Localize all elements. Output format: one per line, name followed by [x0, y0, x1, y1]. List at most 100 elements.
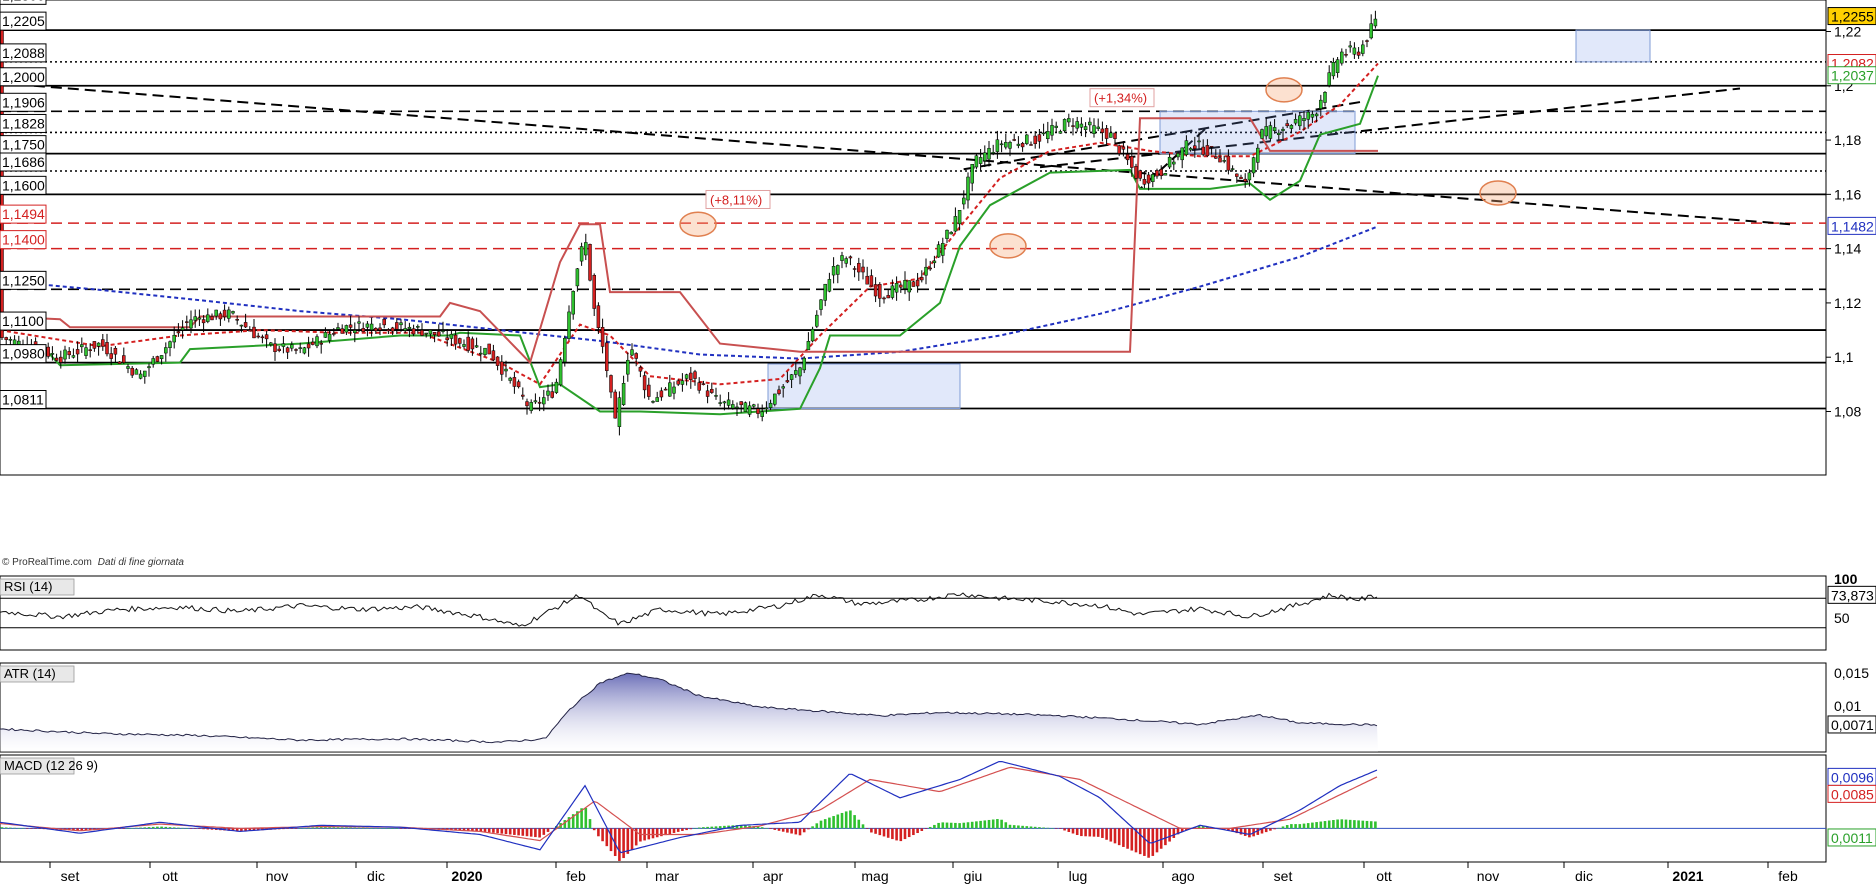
- annotation-box: [1089, 88, 1155, 108]
- candle-body: [138, 373, 143, 379]
- atr-line: [0, 672, 1378, 744]
- macd-histogram-bar: [937, 822, 940, 829]
- macd-title: MACD (12 26 9): [4, 758, 98, 773]
- candle-body: [1239, 176, 1243, 180]
- level-label: 1,2205: [0, 11, 47, 31]
- x-month-label: set: [1274, 868, 1293, 884]
- macd-histogram-bar: [891, 828, 894, 840]
- highlight-ellipse: [1479, 180, 1517, 206]
- macd-histogram-bar: [298, 828, 302, 829]
- macd-histogram-bar: [345, 827, 348, 829]
- macd-histogram-bar: [626, 828, 630, 854]
- last-value-badge: [1827, 66, 1876, 85]
- candle-body: [957, 209, 962, 225]
- macd-histogram-bar: [4, 827, 8, 829]
- candle-body: [882, 297, 886, 300]
- macd-histogram-bar: [949, 822, 953, 829]
- macd-histogram-bar: [945, 822, 949, 829]
- macd-histogram-bar: [1155, 828, 1159, 853]
- macd-histogram-bar: [601, 828, 604, 842]
- candle-body: [382, 318, 386, 326]
- macd-histogram-bar: [685, 828, 688, 831]
- candle-body: [554, 381, 559, 393]
- candle-body: [592, 274, 596, 309]
- main-price-panel[interactable]: 1,221,21,181,161,141,121,11,08(+8,11%)(+…: [0, 0, 1876, 476]
- macd-histogram-bar: [1206, 826, 1209, 829]
- candle-body: [945, 229, 949, 239]
- macd-histogram-bar: [1042, 827, 1045, 829]
- macd-histogram-bar: [958, 823, 961, 829]
- macd-histogram-bar: [639, 828, 642, 842]
- macd-histogram-bar: [1130, 828, 1134, 851]
- macd-histogram-bar: [668, 828, 672, 835]
- candle-body: [533, 400, 538, 403]
- macd-histogram-bar: [815, 823, 819, 829]
- candle-body: [642, 375, 647, 391]
- candle-body: [1319, 99, 1323, 109]
- macd-histogram-bar: [1122, 828, 1125, 847]
- candle-body: [189, 319, 193, 329]
- atr-panel[interactable]: ATR (14) 0,015 0,01 0,0071: [0, 662, 1876, 753]
- candle-body: [899, 284, 903, 288]
- candle-body: [101, 339, 105, 347]
- candle-body: [222, 309, 227, 318]
- macd-histogram-bar: [1369, 821, 1373, 829]
- macd-histogram-bar: [634, 828, 638, 846]
- candle-body: [991, 152, 995, 154]
- candle-body: [231, 311, 235, 314]
- macd-histogram-bar: [1361, 820, 1365, 829]
- macd-histogram-bar: [849, 810, 852, 829]
- candle-body: [663, 388, 668, 391]
- candle-body: [1037, 134, 1042, 142]
- candle-body: [1104, 128, 1109, 139]
- macd-histogram-bar: [0, 827, 4, 829]
- macd-histogram-bar: [227, 828, 231, 831]
- macd-histogram-bar: [189, 828, 193, 829]
- candle-body: [416, 326, 420, 328]
- candle-body: [290, 344, 294, 349]
- level-label-box: [0, 311, 47, 331]
- macd-histogram-bar: [1256, 828, 1260, 835]
- macd-histogram-bar: [710, 826, 714, 829]
- macd-histogram-bar: [756, 826, 760, 829]
- candle-body: [105, 342, 109, 355]
- rsi-panel[interactable]: RSI (14) 100 50 73,873: [0, 571, 1876, 651]
- macd-histogram-bar: [168, 827, 172, 829]
- macd-histogram-bar: [1344, 819, 1348, 829]
- level-label: 1,1828: [0, 113, 47, 133]
- macd-histogram-bar: [475, 828, 478, 832]
- level-label-box: [0, 92, 47, 112]
- candle-body: [1134, 166, 1138, 179]
- candle-body: [735, 406, 739, 409]
- candle-body: [332, 333, 336, 335]
- x-month-label: mag: [861, 868, 888, 884]
- y-tick-label: 1,12: [1834, 295, 1861, 311]
- macd-histogram-bar: [340, 827, 344, 829]
- candle-body: [575, 268, 580, 287]
- candle-body: [239, 324, 244, 327]
- candle-body: [1323, 92, 1327, 103]
- macd-histogram-bar: [1269, 828, 1272, 831]
- macd-histogram-bar: [172, 827, 176, 829]
- macd-histogram-bar: [882, 828, 886, 837]
- candle-body: [336, 327, 340, 330]
- macd-histogram-bar: [311, 827, 315, 829]
- level-label-box: [0, 67, 47, 87]
- candle-body: [609, 375, 613, 393]
- macd-histogram-bar: [1353, 820, 1356, 829]
- candle-body: [873, 284, 878, 297]
- macd-histogram-bar: [811, 826, 814, 829]
- candle-body: [1285, 123, 1289, 127]
- macd-histogram-bar: [193, 828, 197, 829]
- candle-body: [878, 284, 882, 299]
- macd-histogram-bar: [13, 827, 16, 829]
- candle-body: [1218, 157, 1222, 163]
- macd-histogram-bar: [303, 827, 306, 829]
- candle-body: [483, 347, 487, 355]
- macd-histogram-bar: [130, 828, 134, 829]
- annotation-label: (+1,34%): [1094, 91, 1147, 106]
- macd-histogram-bar: [1357, 820, 1360, 829]
- candle-body: [1209, 146, 1214, 148]
